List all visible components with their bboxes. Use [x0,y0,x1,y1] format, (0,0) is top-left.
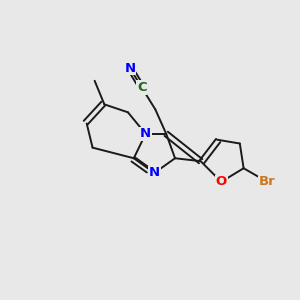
Text: Br: Br [259,175,276,188]
Text: N: N [124,61,136,75]
Text: O: O [216,175,227,188]
Text: C: C [137,81,147,94]
Text: N: N [140,127,151,140]
Text: N: N [149,167,160,179]
